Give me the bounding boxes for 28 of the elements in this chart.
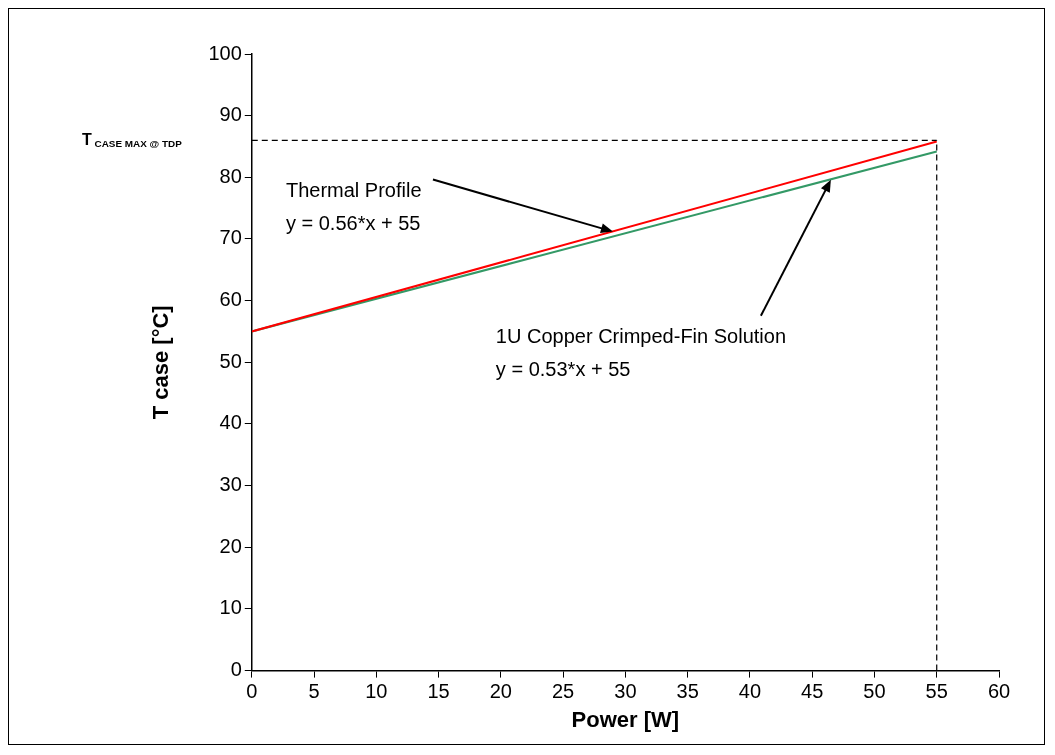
y-tick-label: 50 [219,349,242,372]
x-tick-label: 35 [676,680,699,703]
x-tick-label: 55 [925,680,948,703]
y-axis-title: T case [°C] [148,305,174,420]
annotation: 1U Copper Crimped-Fin Solution y = 0.53*x + 55 [495,325,787,381]
y-tick-label: 70 [219,226,242,249]
x-tick-label: 25 [551,680,575,703]
y-tick-label: 10 [219,596,242,619]
y-tick-label: 40 [219,411,242,434]
x-tick-label: 60 [987,680,1011,703]
x-tick-label: 30 [614,680,637,703]
x-tick-label: 5 [308,680,320,703]
x-tick-label: 20 [489,680,512,703]
x-tick-label: 40 [738,680,762,703]
y-tick-label: 30 [219,473,242,496]
y-tick-label: 0 [230,658,242,681]
x-axis-title: Power [W] [571,706,680,732]
y-tick-label: 60 [219,288,242,311]
x-tick-label: 0 [246,680,258,703]
y-tick-label: 80 [219,164,242,187]
annotation: Thermal Profile y = 0.56*x + 55 [285,179,422,235]
x-tick-label: 50 [863,680,886,703]
y-tick-label: 20 [219,534,242,557]
x-tick-label: 10 [365,680,388,703]
x-tick-label: 15 [427,680,450,703]
x-tick-label: 45 [801,680,824,703]
y-tick-label: 90 [219,103,242,126]
y-tick-label: 100 [208,41,242,64]
